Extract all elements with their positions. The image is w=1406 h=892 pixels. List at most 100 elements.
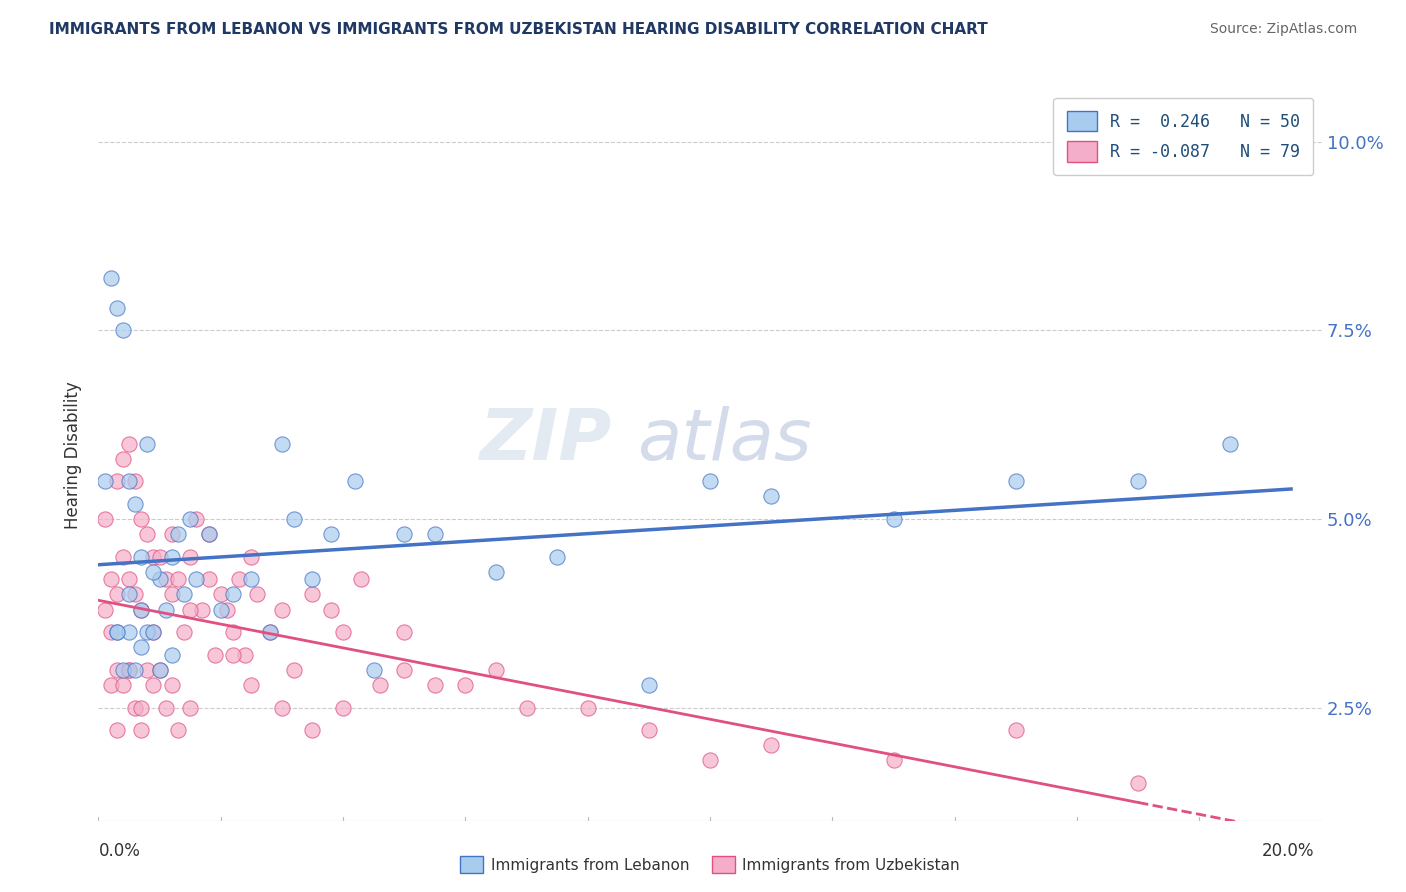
Point: [368, 678, 391, 692]
Point: [129, 723, 152, 738]
Point: [142, 549, 165, 564]
Point: [111, 549, 134, 564]
Point: [155, 572, 177, 586]
Text: ZIP: ZIP: [479, 406, 612, 475]
Point: [129, 549, 152, 564]
Point: [1004, 475, 1026, 489]
Point: [124, 700, 146, 714]
Point: [105, 625, 128, 640]
Point: [129, 512, 152, 526]
Point: [118, 663, 141, 677]
Point: [136, 625, 159, 640]
Point: [111, 663, 134, 677]
Point: [240, 572, 263, 586]
Point: [423, 678, 446, 692]
Point: [222, 587, 245, 601]
Point: [209, 587, 232, 601]
Point: [155, 700, 177, 714]
Point: [124, 663, 146, 677]
Point: [167, 527, 190, 541]
Point: [142, 625, 165, 640]
Point: [332, 700, 354, 714]
Point: [179, 602, 201, 616]
Point: [179, 512, 201, 526]
Point: [167, 723, 190, 738]
Point: [179, 700, 201, 714]
Point: [136, 663, 159, 677]
Point: [160, 549, 183, 564]
Text: 20.0%: 20.0%: [1263, 842, 1315, 860]
Point: [1004, 723, 1026, 738]
Point: [129, 640, 152, 655]
Point: [149, 549, 172, 564]
Point: [149, 663, 172, 677]
Point: [222, 625, 245, 640]
Point: [118, 587, 141, 601]
Point: [699, 753, 721, 767]
Point: [191, 602, 214, 616]
Point: [883, 753, 905, 767]
Point: [136, 436, 159, 450]
Point: [204, 648, 226, 662]
Point: [392, 625, 416, 640]
Point: [149, 572, 172, 586]
Point: [319, 527, 342, 541]
Point: [105, 625, 128, 640]
Point: [160, 678, 183, 692]
Point: [301, 723, 323, 738]
Point: [637, 678, 661, 692]
Point: [485, 663, 508, 677]
Point: [197, 527, 219, 541]
Point: [301, 572, 323, 586]
Point: [246, 587, 269, 601]
Point: [259, 625, 281, 640]
Text: Source: ZipAtlas.com: Source: ZipAtlas.com: [1209, 22, 1357, 37]
Point: [283, 512, 305, 526]
Point: [124, 587, 146, 601]
Point: [100, 678, 122, 692]
Point: [142, 565, 165, 579]
Point: [160, 587, 183, 601]
Text: atlas: atlas: [637, 406, 811, 475]
Point: [93, 512, 115, 526]
Text: IMMIGRANTS FROM LEBANON VS IMMIGRANTS FROM UZBEKISTAN HEARING DISABILITY CORRELA: IMMIGRANTS FROM LEBANON VS IMMIGRANTS FR…: [49, 22, 988, 37]
Point: [233, 648, 256, 662]
Point: [173, 587, 195, 601]
Point: [105, 301, 128, 315]
Point: [118, 572, 141, 586]
Point: [118, 663, 141, 677]
Point: [124, 475, 146, 489]
Point: [100, 625, 122, 640]
Point: [93, 475, 115, 489]
Point: [160, 648, 183, 662]
Point: [319, 602, 342, 616]
Point: [392, 527, 416, 541]
Point: [546, 549, 568, 564]
Point: [167, 572, 190, 586]
Point: [173, 625, 195, 640]
Point: [160, 527, 183, 541]
Point: [129, 602, 152, 616]
Point: [350, 572, 373, 586]
Point: [576, 700, 599, 714]
Point: [93, 602, 115, 616]
Point: [186, 572, 208, 586]
Point: [240, 549, 263, 564]
Point: [100, 270, 122, 285]
Point: [1128, 776, 1150, 790]
Point: [759, 738, 782, 752]
Point: [186, 512, 208, 526]
Point: [270, 700, 292, 714]
Point: [637, 723, 661, 738]
Point: [100, 572, 122, 586]
Point: [155, 602, 177, 616]
Point: [301, 587, 323, 601]
Point: [485, 565, 508, 579]
Point: [344, 475, 367, 489]
Point: [105, 663, 128, 677]
Point: [240, 678, 263, 692]
Point: [111, 451, 134, 466]
Point: [129, 602, 152, 616]
Point: [699, 475, 721, 489]
Point: [142, 678, 165, 692]
